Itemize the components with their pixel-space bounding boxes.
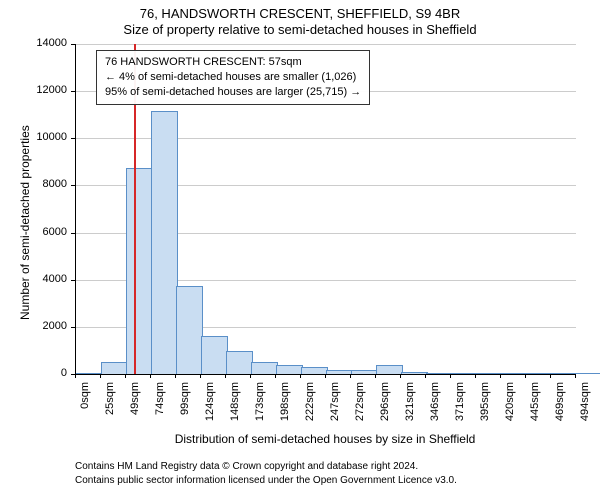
xtick-label: 346sqm [429,382,441,432]
xtick-mark [175,374,176,378]
xtick-label: 494sqm [579,382,591,432]
histogram-bar [201,336,228,374]
ytick-mark [71,138,75,139]
ytick-label: 2000 [27,320,67,332]
ytick-mark [71,44,75,45]
xtick-label: 49sqm [129,382,141,432]
xtick-mark [225,374,226,378]
xtick-mark [125,374,126,378]
xtick-label: 148sqm [229,382,241,432]
ytick-label: 8000 [27,178,67,190]
xtick-label: 222sqm [304,382,316,432]
xtick-mark [450,374,451,378]
chart-title-sub: Size of property relative to semi-detach… [0,22,600,37]
xtick-mark [425,374,426,378]
xtick-mark [475,374,476,378]
xtick-label: 198sqm [279,382,291,432]
xtick-mark [300,374,301,378]
annotation-line-3: 95% of semi-detached houses are larger (… [105,85,361,100]
xtick-mark [250,374,251,378]
footnote-line-1: Contains HM Land Registry data © Crown c… [75,460,457,474]
histogram-bar [301,367,328,374]
histogram-bar [126,168,153,374]
xtick-mark [200,374,201,378]
ytick-label: 12000 [27,84,67,96]
histogram-bar [251,362,278,374]
ytick-label: 0 [27,367,67,379]
histogram-bar [326,370,353,374]
xtick-mark [550,374,551,378]
chart-container: 76, HANDSWORTH CRESCENT, SHEFFIELD, S9 4… [0,0,600,500]
histogram-bar [101,362,128,374]
histogram-bar [451,373,478,374]
ytick-mark [71,185,75,186]
histogram-bar [501,373,528,374]
gridline [76,44,576,45]
xtick-label: 247sqm [329,382,341,432]
histogram-bar [551,373,578,374]
histogram-bar [351,370,378,374]
histogram-bar [151,111,178,374]
xtick-mark [350,374,351,378]
ytick-label: 10000 [27,131,67,143]
ytick-mark [71,280,75,281]
histogram-bar [426,373,453,374]
ytick-mark [71,91,75,92]
xtick-label: 99sqm [179,382,191,432]
xtick-mark [525,374,526,378]
ytick-mark [71,327,75,328]
y-axis-label: Number of semi-detached properties [18,125,32,320]
xtick-label: 321sqm [404,382,416,432]
annotation-box: 76 HANDSWORTH CRESCENT: 57sqm ← 4% of se… [96,50,370,105]
histogram-bar [376,365,403,374]
histogram-bar [76,373,103,374]
ytick-mark [71,233,75,234]
xtick-label: 395sqm [479,382,491,432]
ytick-label: 14000 [27,37,67,49]
xtick-label: 25sqm [104,382,116,432]
xtick-mark [100,374,101,378]
annotation-line-2: ← 4% of semi-detached houses are smaller… [105,70,361,85]
annotation-line-1: 76 HANDSWORTH CRESCENT: 57sqm [105,55,361,70]
histogram-bar [576,373,600,374]
xtick-label: 371sqm [454,382,466,432]
xtick-label: 124sqm [204,382,216,432]
footnote-line-2: Contains public sector information licen… [75,474,457,488]
footnote: Contains HM Land Registry data © Crown c… [75,460,457,487]
xtick-label: 272sqm [354,382,366,432]
xtick-label: 296sqm [379,382,391,432]
histogram-bar [526,373,553,374]
histogram-bar [226,351,253,374]
xtick-mark [375,374,376,378]
xtick-label: 420sqm [504,382,516,432]
xtick-label: 445sqm [529,382,541,432]
xtick-label: 469sqm [554,382,566,432]
histogram-bar [476,373,503,374]
xtick-mark [325,374,326,378]
xtick-mark [75,374,76,378]
ytick-label: 4000 [27,273,67,285]
xtick-label: 0sqm [79,382,91,432]
xtick-mark [575,374,576,378]
xtick-label: 74sqm [154,382,166,432]
histogram-bar [276,365,303,374]
xtick-mark [400,374,401,378]
xtick-mark [275,374,276,378]
chart-title-main: 76, HANDSWORTH CRESCENT, SHEFFIELD, S9 4… [0,6,600,21]
histogram-bar [401,372,428,374]
xtick-mark [500,374,501,378]
xtick-label: 173sqm [254,382,266,432]
xtick-mark [150,374,151,378]
ytick-label: 6000 [27,226,67,238]
histogram-bar [176,286,203,374]
x-axis-label: Distribution of semi-detached houses by … [75,432,575,446]
